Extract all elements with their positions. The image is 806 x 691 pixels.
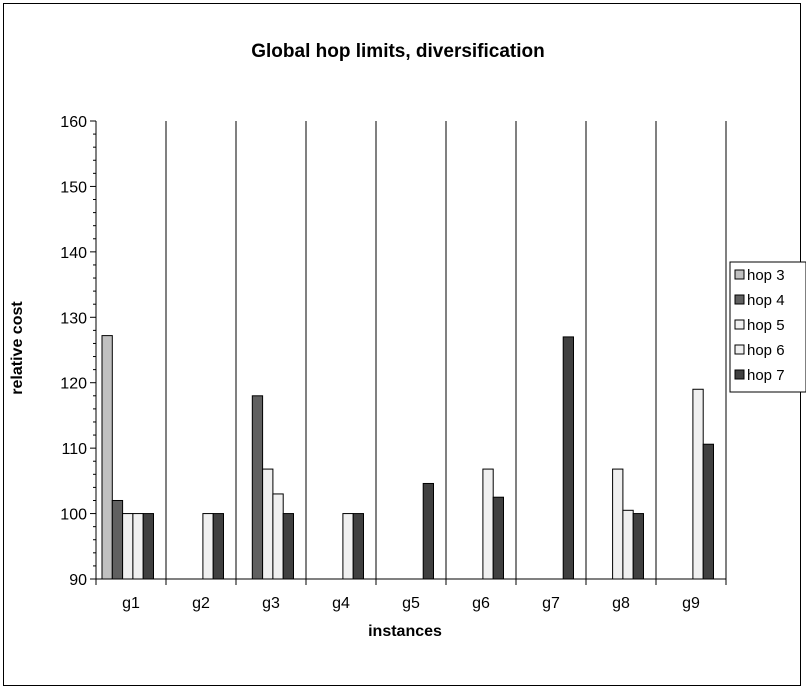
bar-g1-hop7 bbox=[142, 513, 154, 580]
x-tick-label-g6: g6 bbox=[472, 595, 490, 612]
axes-group bbox=[90, 120, 727, 585]
y-tick-label-160: 160 bbox=[60, 114, 87, 131]
bar-g2-hop6 bbox=[202, 513, 214, 580]
x-tick-label-g7: g7 bbox=[542, 595, 560, 612]
x-tick-label-g4: g4 bbox=[332, 595, 350, 612]
y-tick-label-90: 90 bbox=[69, 572, 87, 589]
bar-g3-hop6 bbox=[272, 493, 284, 580]
bar-g7-hop7 bbox=[562, 336, 575, 580]
x-tick-label-g3: g3 bbox=[262, 595, 280, 612]
legend-label-hop4: hop 4 bbox=[747, 292, 785, 309]
y-tick-label-120: 120 bbox=[60, 376, 87, 393]
y-tick-labels: 90 100 110 120 130 140 150 160 bbox=[60, 114, 87, 589]
x-axis-title: instances bbox=[368, 623, 442, 640]
legend-swatch-hop6 bbox=[734, 344, 745, 355]
bar-g1-hop6 bbox=[132, 513, 144, 580]
bar-g9-hop7 bbox=[702, 443, 715, 580]
x-tick-label-g8: g8 bbox=[612, 595, 630, 612]
y-tick-label-140: 140 bbox=[60, 245, 87, 262]
legend-label-hop7: hop 7 bbox=[747, 367, 785, 384]
bar-g6-hop6 bbox=[482, 468, 494, 580]
legend-swatch-hop5 bbox=[734, 319, 745, 330]
bar-g8-hop6 bbox=[622, 509, 634, 580]
legend-swatch-hop7 bbox=[734, 369, 745, 380]
y-tick-label-110: 110 bbox=[61, 441, 87, 458]
legend: hop 3 hop 4 hop 5 hop 6 hop 7 bbox=[729, 261, 806, 393]
y-tick-label-130: 130 bbox=[60, 310, 87, 327]
legend-label-hop6: hop 6 bbox=[747, 342, 785, 359]
legend-swatch-hop3 bbox=[734, 269, 745, 280]
bar-g1-hop4 bbox=[111, 499, 124, 580]
y-axis-title: relative cost bbox=[9, 301, 26, 395]
x-tick-label-g1: g1 bbox=[122, 595, 140, 612]
bar-g2-hop7 bbox=[212, 513, 224, 580]
bar-g8-hop5 bbox=[612, 468, 624, 580]
legend-label-hop5: hop 5 bbox=[747, 317, 785, 334]
bar-g6-hop7 bbox=[492, 496, 505, 580]
bar-g3-hop5 bbox=[262, 468, 274, 580]
bar-g8-hop7 bbox=[632, 513, 645, 580]
x-tick-label-g2: g2 bbox=[192, 595, 210, 612]
bar-g3-hop7 bbox=[282, 513, 295, 580]
bar-g9-hop6 bbox=[692, 388, 704, 580]
bar-g1-hop3 bbox=[101, 335, 113, 580]
y-tick-label-100: 100 bbox=[60, 507, 87, 524]
x-tick-label-g5: g5 bbox=[402, 595, 420, 612]
bar-g5-hop7 bbox=[422, 482, 435, 580]
bars-group bbox=[101, 335, 715, 580]
category-gridlines bbox=[165, 121, 727, 579]
bar-g4-hop7 bbox=[352, 513, 365, 580]
bar-g1-hop5 bbox=[122, 513, 134, 580]
bar-g4-hop6 bbox=[342, 513, 354, 580]
chart-title: Global hop limits, diversification bbox=[251, 41, 545, 62]
x-tick-label-g9: g9 bbox=[682, 595, 700, 612]
legend-swatch-hop4 bbox=[734, 294, 745, 305]
x-tick-labels: g1 g2 g3 g4 g5 g6 g7 g8 g9 bbox=[122, 595, 700, 612]
legend-label-hop3: hop 3 bbox=[747, 267, 785, 284]
y-tick-label-150: 150 bbox=[60, 179, 87, 196]
bar-g3-hop4 bbox=[251, 395, 264, 580]
